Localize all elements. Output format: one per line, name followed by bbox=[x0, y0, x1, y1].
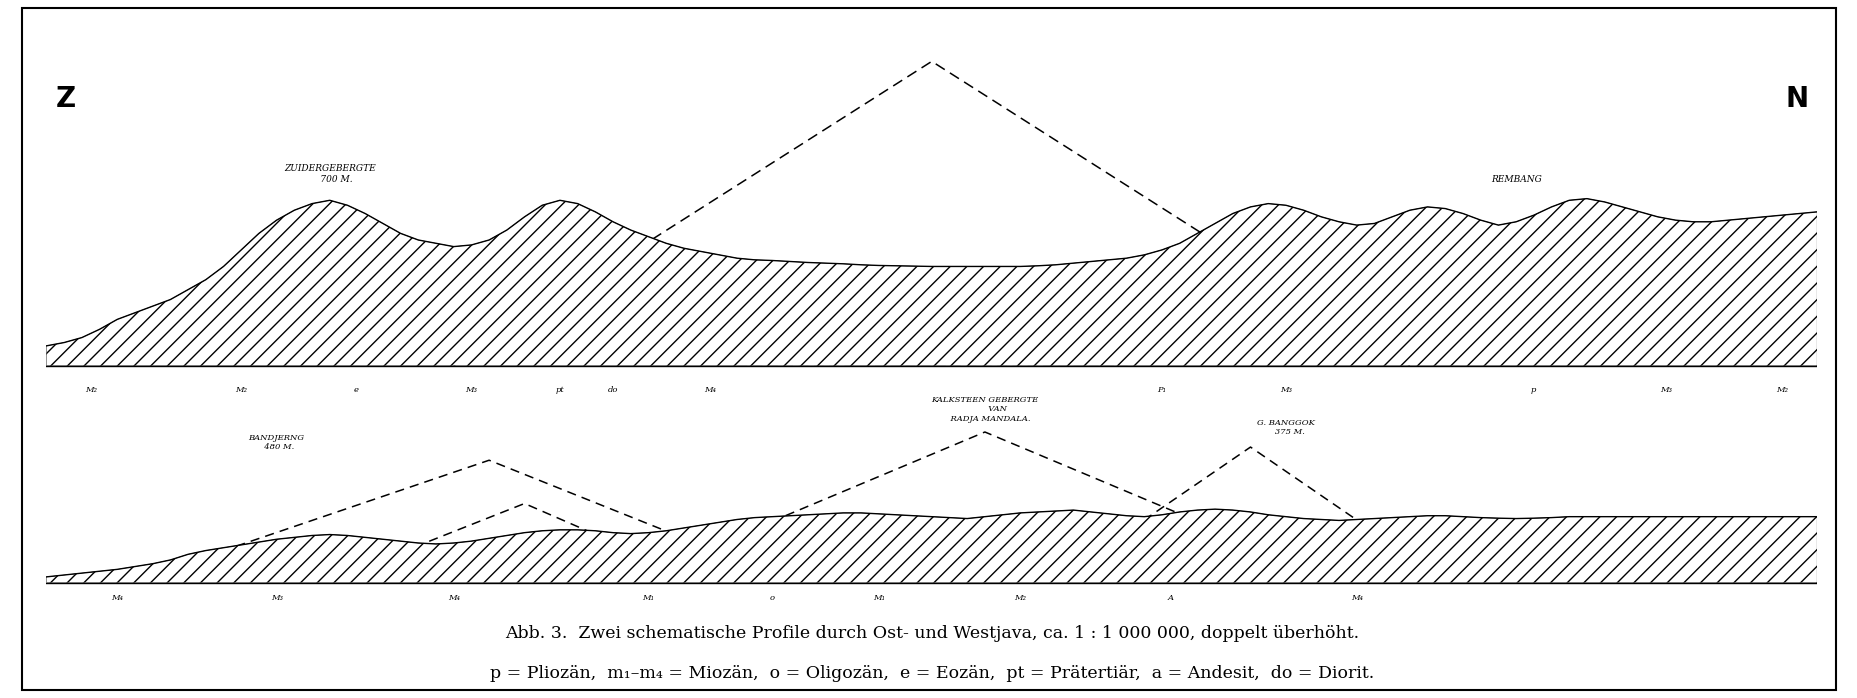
Text: M₄: M₄ bbox=[1350, 594, 1361, 602]
Text: ZUIDERGEBERGTE
     700 M.: ZUIDERGEBERGTE 700 M. bbox=[284, 164, 375, 184]
Text: M₄: M₄ bbox=[448, 594, 459, 602]
Text: M₁: M₁ bbox=[873, 594, 884, 602]
Text: M₃: M₃ bbox=[1279, 385, 1291, 394]
Text: KALKSTEEN GEBERGTE
          VAN
    RADJA MANDALA.: KALKSTEEN GEBERGTE VAN RADJA MANDALA. bbox=[930, 396, 1038, 422]
Text: M₁: M₁ bbox=[643, 594, 654, 602]
Text: do: do bbox=[607, 385, 618, 394]
Text: Abb. 3.  Zwei schematische Profile durch Ost- und Westjava, ca. 1 : 1 000 000, d: Abb. 3. Zwei schematische Profile durch … bbox=[505, 625, 1357, 641]
Text: M₃: M₃ bbox=[271, 594, 282, 602]
Text: Z: Z bbox=[56, 84, 76, 112]
Text: M₃: M₃ bbox=[464, 385, 477, 394]
Text: e: e bbox=[353, 385, 358, 394]
Text: pt: pt bbox=[555, 385, 565, 394]
Text: p = Pliozän,  m₁–m₄ = Miozän,  o = Oligozän,  e = Eozän,  pt = Prätertiär,  a = : p = Pliozän, m₁–m₄ = Miozän, o = Oligozä… bbox=[490, 665, 1372, 682]
Text: N: N bbox=[1785, 84, 1807, 112]
Text: M₄: M₄ bbox=[111, 594, 123, 602]
Text: G. BANGGOK
   375 M.: G. BANGGOK 375 M. bbox=[1257, 419, 1315, 436]
Text: BANDJERNG
  480 M.: BANDJERNG 480 M. bbox=[249, 433, 305, 451]
Text: p: p bbox=[1530, 385, 1536, 394]
Text: A: A bbox=[1168, 594, 1174, 602]
Text: M₂: M₂ bbox=[85, 385, 97, 394]
Text: REMBANG: REMBANG bbox=[1489, 174, 1541, 184]
Text: M₃: M₃ bbox=[1660, 385, 1671, 394]
Text: o: o bbox=[769, 594, 774, 602]
Text: M₂: M₂ bbox=[236, 385, 247, 394]
Text: M₂: M₂ bbox=[1775, 385, 1786, 394]
Text: M₂: M₂ bbox=[1014, 594, 1025, 602]
Text: P₁: P₁ bbox=[1157, 385, 1166, 394]
Text: M₄: M₄ bbox=[704, 385, 717, 394]
